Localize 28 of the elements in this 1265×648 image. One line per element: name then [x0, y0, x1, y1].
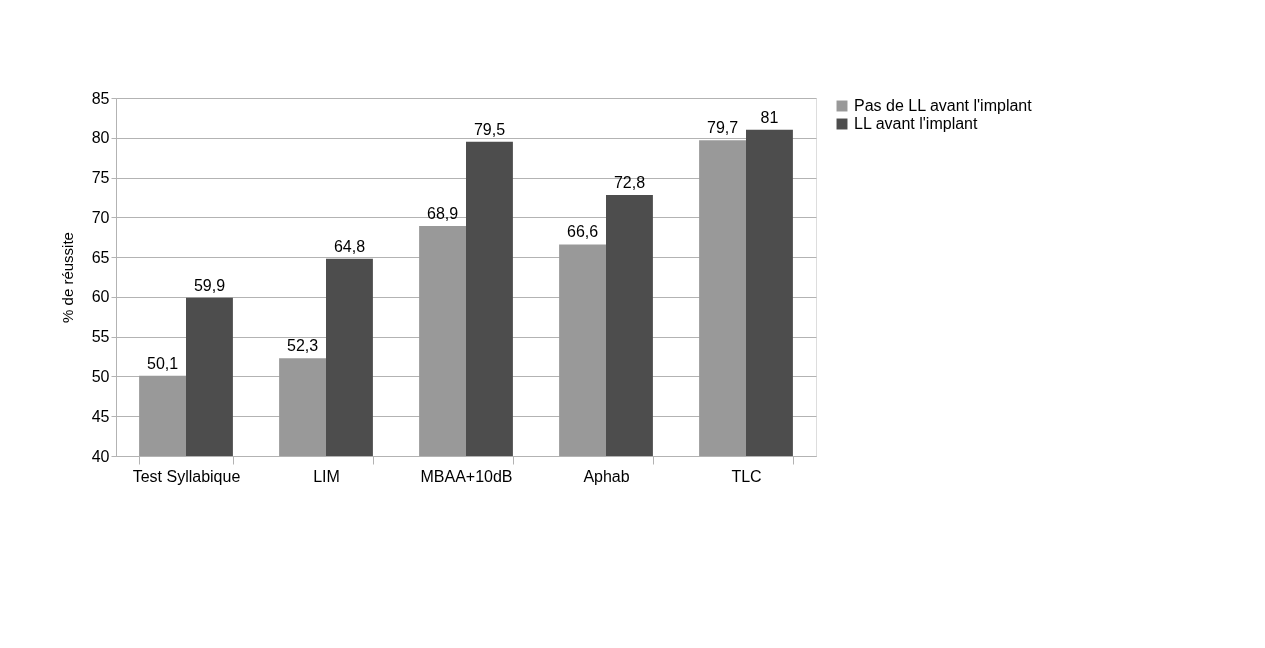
y-tick-label: 85 [91, 89, 110, 107]
x-tick-label: LIM [313, 467, 340, 485]
data-label: 81 [760, 108, 779, 126]
y-axis-title: % de réussite [58, 232, 76, 323]
data-label: 68,9 [426, 205, 459, 223]
y-tick-label: 65 [91, 248, 110, 266]
y-tick-label: 40 [91, 447, 110, 465]
data-label: 79,5 [473, 120, 506, 138]
x-tick-label: MBAA+10dB [420, 467, 513, 485]
legend-label: Pas de LL avant l'implant [854, 97, 1033, 114]
legend-label: LL avant l'implant [854, 115, 978, 132]
data-label: 52,3 [286, 337, 319, 355]
data-label: 79,7 [706, 119, 739, 137]
y-tick-label: 60 [91, 288, 110, 306]
x-tick-label: Test Syllabique [132, 467, 241, 485]
data-label: 66,6 [566, 223, 599, 241]
y-tick-label: 45 [91, 407, 110, 425]
data-label: 50,1 [146, 354, 179, 372]
y-tick-label: 55 [91, 328, 110, 346]
y-tick-label: 50 [91, 367, 110, 385]
data-label: 59,9 [193, 276, 226, 294]
y-tick-label: 70 [91, 208, 110, 226]
data-label: 72,8 [613, 174, 646, 192]
data-label: 64,8 [333, 237, 366, 255]
y-tick-label: 75 [91, 169, 110, 187]
x-tick-label: TLC [731, 467, 762, 485]
x-tick-label: Aphab [583, 467, 630, 485]
y-tick-label: 80 [91, 129, 110, 147]
